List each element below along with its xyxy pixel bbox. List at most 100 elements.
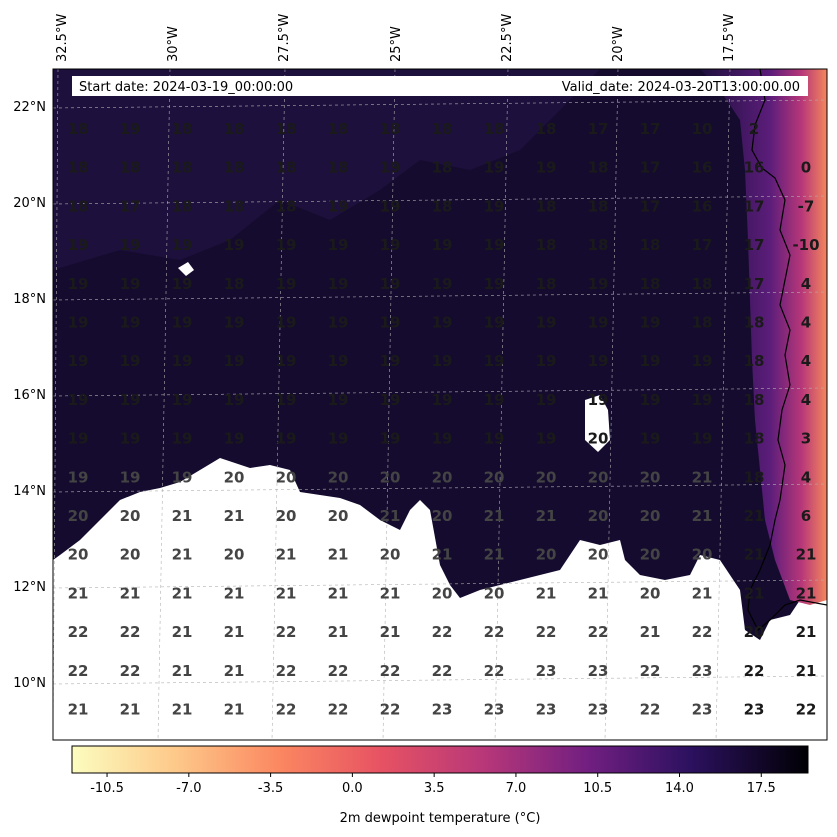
colorbar-ticks: -10.5 -7.0 -3.5 0.0 3.5 7.0 10.5 14.0 17.5 <box>90 773 776 796</box>
grid-value: 19 <box>276 430 297 448</box>
grid-value: 19 <box>484 275 505 293</box>
grid-value: 19 <box>484 391 505 409</box>
grid-value: 20 <box>328 468 349 486</box>
colorbar-tick-label: 14.0 <box>665 781 694 796</box>
grid-value: 21 <box>744 584 765 602</box>
grid-value: 16 <box>692 159 713 177</box>
grid-value: 17 <box>588 120 609 138</box>
grid-value: 23 <box>588 662 609 680</box>
lon-label-4: 22.5°W <box>500 14 515 62</box>
grid-value: 17 <box>640 120 661 138</box>
grid-value: 18 <box>276 159 297 177</box>
grid-value: 19 <box>484 197 505 215</box>
grid-value: 21 <box>224 507 245 525</box>
grid-value: 19 <box>120 352 141 370</box>
grid-value: 18 <box>432 120 453 138</box>
grid-value: 21 <box>224 662 245 680</box>
grid-value: 19 <box>380 430 401 448</box>
grid-value: 19 <box>120 120 141 138</box>
grid-value: 19 <box>380 197 401 215</box>
lat-label-1: 20°N <box>13 196 46 211</box>
grid-value: 19 <box>536 430 557 448</box>
colorbar-tick-label: -10.5 <box>90 781 124 796</box>
grid-value: 22 <box>276 623 297 641</box>
grid-value: 18 <box>432 159 453 177</box>
latitude-labels: 22°N 20°N 18°N 16°N 14°N 12°N 10°N <box>13 100 46 691</box>
grid-value: 20 <box>640 507 661 525</box>
grid-value: 19 <box>68 352 89 370</box>
grid-value: 19 <box>536 159 557 177</box>
grid-value: 19 <box>120 314 141 332</box>
grid-value: 19 <box>588 391 609 409</box>
colorbar-tick-label: 0.0 <box>342 781 363 796</box>
grid-value: 21 <box>224 584 245 602</box>
grid-value: 19 <box>692 430 713 448</box>
grid-value: 21 <box>432 546 453 564</box>
grid-value: 17 <box>744 197 765 215</box>
lat-label-3: 16°N <box>13 388 46 403</box>
grid-value: 21 <box>276 546 297 564</box>
grid-value: 20 <box>276 507 297 525</box>
grid-value: 19 <box>276 352 297 370</box>
grid-value: 19 <box>276 314 297 332</box>
grid-value: 18 <box>328 159 349 177</box>
grid-value: 21 <box>172 546 193 564</box>
grid-value: 18 <box>588 197 609 215</box>
grid-value: 22 <box>328 701 349 719</box>
colorbar-tick-label: -3.5 <box>258 781 283 796</box>
colorbar-tick-label: 3.5 <box>424 781 445 796</box>
grid-value: 18 <box>68 159 89 177</box>
grid-value: 19 <box>692 352 713 370</box>
grid-value: 19 <box>380 314 401 332</box>
valid-date-label: Valid_date: 2024-03-20T13:00:00.00 <box>562 80 800 95</box>
grid-value: 19 <box>380 159 401 177</box>
grid-value: 18 <box>744 391 765 409</box>
grid-value: 18 <box>68 120 89 138</box>
grid-value: 19 <box>484 236 505 254</box>
grid-value: 21 <box>172 507 193 525</box>
grid-value: 20 <box>432 507 453 525</box>
grid-value: 22 <box>432 662 453 680</box>
grid-value: 19 <box>120 236 141 254</box>
map-area: 18 19 18 18 18 18 18 18 18 18 17 17 10 2 18 18 18 18 18 18 1… <box>53 69 827 740</box>
grid-value: 17 <box>744 275 765 293</box>
grid-value: 19 <box>328 275 349 293</box>
grid-value: 20 <box>536 546 557 564</box>
grid-value: 22 <box>536 623 557 641</box>
grid-value: 6 <box>801 507 811 525</box>
grid-value: 19 <box>432 314 453 332</box>
grid-value: 18 <box>744 314 765 332</box>
grid-value: 20 <box>692 546 713 564</box>
grid-value: 19 <box>120 430 141 448</box>
grid-value: 18 <box>328 120 349 138</box>
grid-value: 19 <box>432 352 453 370</box>
grid-value: 20 <box>588 507 609 525</box>
grid-value: 17 <box>120 197 141 215</box>
grid-value: 19 <box>172 468 193 486</box>
grid-value: 22 <box>120 623 141 641</box>
grid-value: 19 <box>172 430 193 448</box>
grid-value: 20 <box>640 584 661 602</box>
lon-label-5: 20°W <box>611 26 626 62</box>
grid-value: 21 <box>380 507 401 525</box>
grid-value: 20 <box>432 468 453 486</box>
grid-value: 19 <box>68 236 89 254</box>
grid-value: 19 <box>588 314 609 332</box>
grid-value: 19 <box>432 430 453 448</box>
colorbar-label: 2m dewpoint temperature (°C) <box>340 811 541 826</box>
grid-value: 20 <box>536 468 557 486</box>
grid-value: 19 <box>328 236 349 254</box>
grid-value: 20 <box>224 468 245 486</box>
grid-value: 0 <box>801 159 811 177</box>
grid-value: 20 <box>484 468 505 486</box>
grid-value: 20 <box>640 468 661 486</box>
grid-value: 20 <box>120 507 141 525</box>
grid-value: 21 <box>796 546 817 564</box>
grid-value: 23 <box>536 662 557 680</box>
grid-value: 19 <box>588 275 609 293</box>
grid-value: 19 <box>640 352 661 370</box>
grid-value: 22 <box>640 662 661 680</box>
grid-value: 23 <box>692 701 713 719</box>
grid-value: 21 <box>380 623 401 641</box>
grid-value: 21 <box>380 584 401 602</box>
